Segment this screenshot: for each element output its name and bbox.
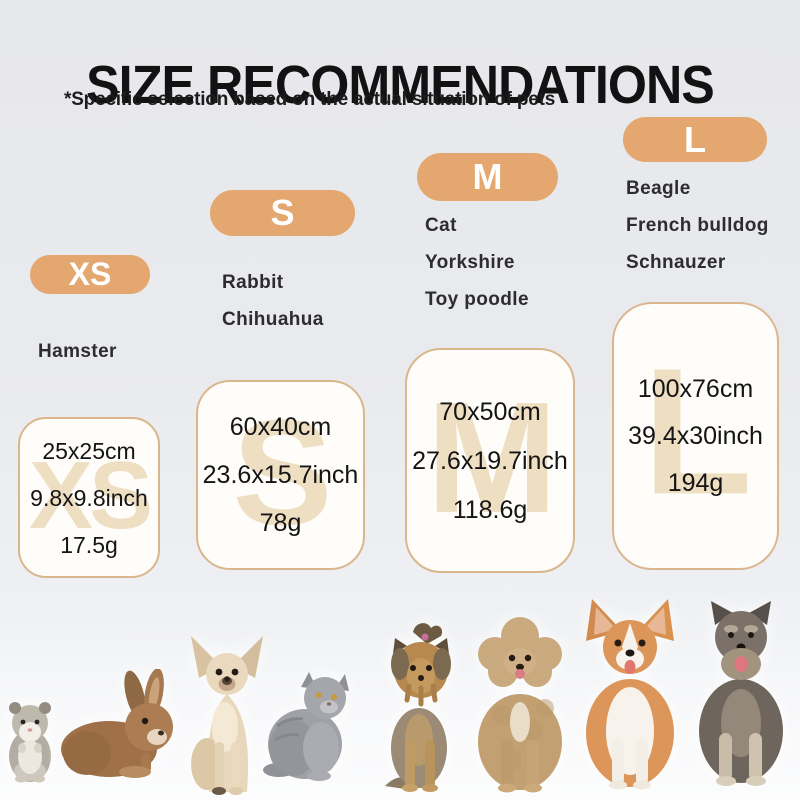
size-card-s: S 60x40cm 23.6x15.7inch 78g — [196, 380, 365, 570]
page-subtitle: *Specific selection based on the actual … — [64, 89, 556, 110]
size-badge-s: S — [210, 190, 355, 236]
pet-label: Chihuahua — [222, 309, 324, 330]
dimension-cm: 100x76cm — [637, 375, 754, 403]
yorkshire-terrier-image — [385, 623, 451, 792]
weight: 194g — [667, 469, 724, 497]
watermark-letter-s: S — [232, 388, 332, 556]
pet-label: Beagle — [626, 178, 691, 199]
watermark-letter-l: L — [642, 331, 753, 533]
pet-label: Hamster — [38, 341, 117, 362]
rabbit-image — [61, 669, 173, 778]
pet-list-m: Cat Yorkshire Toy poodle — [425, 215, 529, 310]
size-badge-xs: XS — [30, 255, 150, 294]
dimension-cm: 60x40cm — [229, 413, 332, 441]
weight: 78g — [259, 509, 302, 537]
dimension-cm: 70x50cm — [439, 397, 541, 426]
size-card-m: M 70x50cm 27.6x19.7inch 118.6g — [405, 348, 575, 573]
corgi-image — [586, 599, 674, 790]
watermark-letter-xs: XS — [28, 441, 153, 549]
watermark-letter-m: M — [426, 369, 558, 546]
dimension-inch: 9.8x9.8inch — [30, 484, 148, 511]
pet-label: Cat — [425, 215, 457, 236]
toy-poodle-image — [478, 617, 562, 793]
size-badge-m-label: M — [472, 156, 503, 197]
dimension-inch: 23.6x15.7inch — [202, 461, 359, 489]
pet-label: Yorkshire — [425, 252, 515, 273]
pet-label: Rabbit — [222, 272, 284, 293]
dimension-inch: 27.6x19.7inch — [412, 446, 568, 475]
size-badge-l: L — [623, 117, 767, 162]
weight: 17.5g — [60, 531, 118, 558]
schnauzer-image — [699, 601, 783, 786]
dimension-cm: 25x25cm — [42, 437, 136, 464]
page-title: SIZE RECOMMENDATIONS — [86, 55, 715, 116]
pet-label: French bulldog — [626, 215, 769, 236]
cat-image — [263, 672, 349, 781]
pet-list-l: Beagle French bulldog Schnauzer — [626, 178, 769, 273]
weight: 118.6g — [452, 495, 528, 524]
size-card-xs: XS 25x25cm 9.8x9.8inch 17.5g — [18, 417, 160, 578]
size-badge-xs-label: XS — [68, 256, 112, 292]
size-card-l: L 100x76cm 39.4x30inch 194g — [612, 302, 779, 570]
chihuahua-image — [191, 636, 263, 795]
pet-list-s: Rabbit Chihuahua — [222, 272, 324, 330]
dimension-inch: 39.4x30inch — [628, 422, 763, 450]
size-badge-l-label: L — [684, 118, 706, 160]
size-badge-m: M — [417, 153, 558, 201]
pet-label: Schnauzer — [626, 252, 726, 273]
size-badge-s-label: S — [270, 192, 295, 233]
pet-list-xs: Hamster — [38, 341, 117, 362]
hamster-image — [9, 702, 51, 783]
pet-label: Toy poodle — [425, 289, 529, 310]
